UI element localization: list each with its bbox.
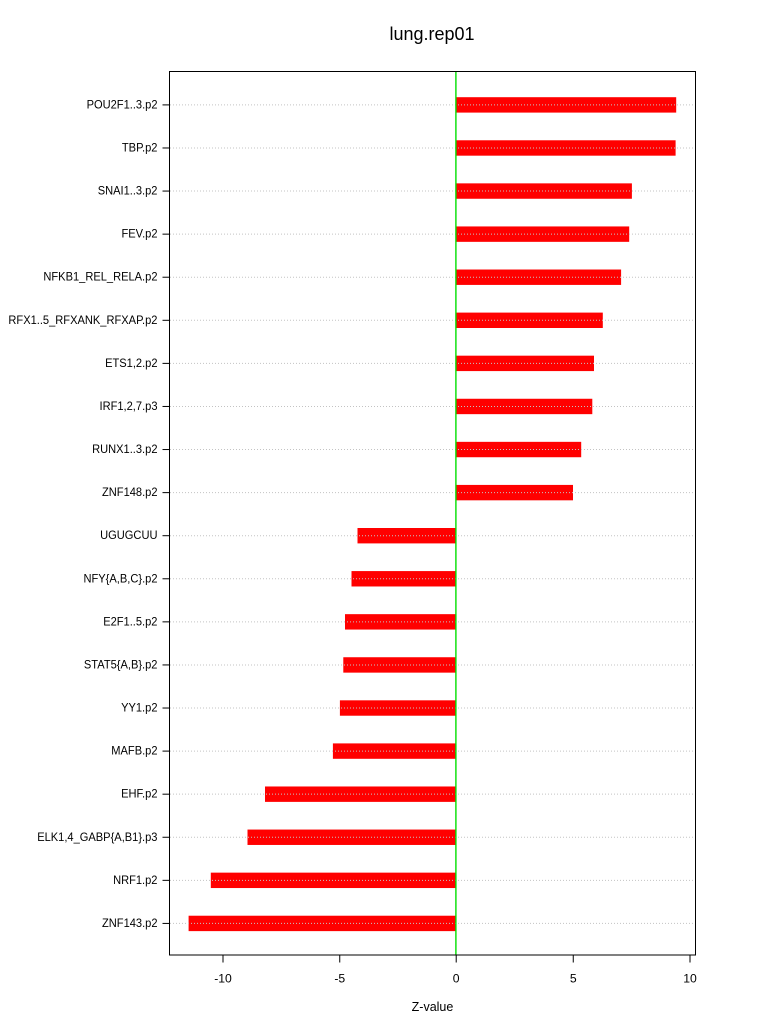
svg-text:ETS1,2.p2: ETS1,2.p2 — [105, 356, 158, 370]
svg-text:EHF.p2: EHF.p2 — [121, 787, 158, 801]
svg-text:0: 0 — [453, 972, 460, 986]
svg-text:ZNF148.p2: ZNF148.p2 — [102, 485, 158, 499]
svg-text:NFY{A,B,C}.p2: NFY{A,B,C}.p2 — [84, 571, 158, 585]
svg-text:NFKB1_REL_RELA.p2: NFKB1_REL_RELA.p2 — [43, 270, 157, 284]
svg-text:YY1.p2: YY1.p2 — [121, 701, 158, 715]
svg-text:UGUGCUU: UGUGCUU — [100, 528, 157, 542]
svg-text:lung.rep01: lung.rep01 — [389, 24, 474, 44]
svg-text:-5: -5 — [334, 972, 345, 986]
svg-text:10: 10 — [683, 972, 697, 986]
svg-text:STAT5{A,B}.p2: STAT5{A,B}.p2 — [84, 657, 158, 671]
svg-text:NRF1.p2: NRF1.p2 — [113, 873, 158, 887]
svg-text:RUNX1..3.p2: RUNX1..3.p2 — [92, 442, 158, 456]
svg-text:5: 5 — [570, 972, 577, 986]
svg-text:TBP.p2: TBP.p2 — [122, 140, 158, 154]
svg-text:FEV.p2: FEV.p2 — [122, 227, 158, 241]
svg-text:POU2F1..3.p2: POU2F1..3.p2 — [87, 97, 158, 111]
svg-text:E2F1..5.p2: E2F1..5.p2 — [103, 614, 158, 628]
svg-text:IRF1,2,7.p3: IRF1,2,7.p3 — [100, 399, 158, 413]
svg-text:Z-value: Z-value — [412, 1000, 454, 1014]
svg-text:SNAI1..3.p2: SNAI1..3.p2 — [98, 184, 158, 198]
svg-text:MAFB.p2: MAFB.p2 — [111, 744, 158, 758]
svg-text:ELK1,4_GABP{A,B1}.p3: ELK1,4_GABP{A,B1}.p3 — [37, 830, 158, 844]
svg-text:RFX1..5_RFXANK_RFXAP.p2: RFX1..5_RFXANK_RFXAP.p2 — [8, 313, 157, 327]
svg-text:ZNF143.p2: ZNF143.p2 — [102, 916, 158, 930]
svg-text:-10: -10 — [214, 972, 232, 986]
